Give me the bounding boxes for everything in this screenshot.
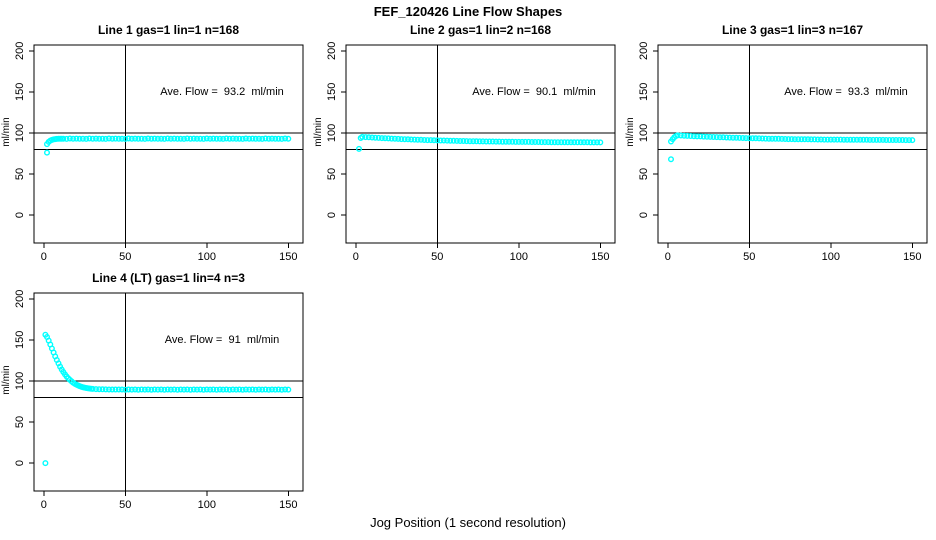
svg-text:50: 50	[638, 168, 650, 180]
y-axis-ticks: 0 50 100 150 200	[638, 42, 658, 218]
data-points	[356, 133, 604, 152]
svg-text:150: 150	[14, 331, 26, 349]
svg-text:100: 100	[822, 251, 840, 263]
y-axis-label: ml/min	[1, 117, 12, 147]
svg-text:50: 50	[119, 499, 131, 511]
ave-flow-annotation: Ave. Flow = 91 ml/min	[164, 334, 280, 346]
svg-text:200: 200	[326, 42, 338, 60]
svg-text:50: 50	[743, 251, 755, 263]
svg-text:200: 200	[638, 42, 650, 60]
svg-text:0: 0	[14, 212, 26, 218]
panel-line-1: 0 50 100 150 0 50 100 150 200 Line 1 gas=1 lin=1…	[0, 20, 312, 268]
y-axis-label: ml/min	[625, 117, 636, 147]
ave-flow-annotation: Ave. Flow = 93.2 ml/min	[160, 86, 284, 98]
svg-text:0: 0	[41, 499, 47, 511]
svg-text:0: 0	[41, 251, 47, 263]
svg-text:100: 100	[638, 124, 650, 142]
y-axis-label: ml/min	[313, 117, 324, 147]
plot-box	[657, 44, 928, 244]
svg-text:100: 100	[198, 499, 216, 511]
svg-text:0: 0	[326, 212, 338, 218]
panel-title: Line 4 (LT) gas=1 lin=4 n=3	[92, 271, 245, 285]
svg-text:150: 150	[903, 251, 921, 263]
x-axis-ticks: 0 50 100 150	[665, 243, 922, 263]
svg-text:200: 200	[14, 42, 26, 60]
panel-plot-line-2: 0 50 100 150 0 50 100 150 200	[326, 42, 616, 263]
panel-plot-line-1: 0 50 100 150 0 50 100 150 200	[14, 42, 304, 263]
reference-lines	[34, 45, 303, 243]
svg-text:50: 50	[326, 168, 338, 180]
svg-text:100: 100	[14, 372, 26, 390]
x-axis-ticks: 0 50 100 150	[353, 243, 610, 263]
ave-flow-annotation: Ave. Flow = 93.3 ml/min	[784, 86, 908, 98]
svg-text:150: 150	[326, 83, 338, 101]
svg-text:0: 0	[665, 251, 671, 263]
plot-box	[345, 44, 616, 244]
y-axis-ticks: 0 50 100 150 200	[14, 42, 34, 218]
svg-text:100: 100	[14, 124, 26, 142]
page-title: FEF_120426 Line Flow Shapes	[373, 4, 563, 19]
panel-title: Line 1 gas=1 lin=1 n=168	[97, 23, 240, 37]
svg-text:0: 0	[14, 460, 26, 466]
svg-text:50: 50	[14, 168, 26, 180]
panel-line-2: 0 50 100 150 0 50 100 150 200 Line 2 gas=1 lin=2…	[312, 20, 624, 268]
plot-box	[33, 292, 304, 492]
x-axis-label: Jog Position (1 second resolution)	[370, 515, 566, 530]
y-axis-ticks: 0 50 100 150 200	[14, 290, 34, 466]
plot-box	[33, 44, 304, 244]
data-points	[44, 135, 292, 156]
x-axis-ticks: 0 50 100 150	[41, 491, 298, 511]
svg-text:50: 50	[119, 251, 131, 263]
panel-plot-line-3: 0 50 100 150 0 50 100 150 200	[638, 42, 928, 263]
panel-line-4: 0 50 100 150 0 50 100 150 200 Line 4 (LT) gas=1 …	[0, 268, 312, 516]
svg-text:150: 150	[591, 251, 609, 263]
y-axis-label: ml/min	[1, 365, 12, 395]
ave-flow-annotation: Ave. Flow = 90.1 ml/min	[472, 86, 596, 98]
svg-text:200: 200	[14, 290, 26, 308]
svg-text:0: 0	[353, 251, 359, 263]
svg-text:150: 150	[638, 83, 650, 101]
x-axis-ticks: 0 50 100 150	[41, 243, 298, 263]
svg-text:50: 50	[14, 416, 26, 428]
svg-text:150: 150	[279, 499, 297, 511]
panel-title: Line 2 gas=1 lin=2 n=168	[409, 23, 552, 37]
svg-text:150: 150	[14, 83, 26, 101]
svg-text:100: 100	[510, 251, 528, 263]
y-axis-ticks: 0 50 100 150 200	[326, 42, 346, 218]
reference-lines	[346, 45, 615, 243]
data-points	[42, 331, 292, 467]
panel-title: Line 3 gas=1 lin=3 n=167	[721, 23, 864, 37]
svg-text:0: 0	[638, 212, 650, 218]
panel-plot-line-4: 0 50 100 150 0 50 100 150 200	[14, 290, 304, 511]
svg-text:100: 100	[326, 124, 338, 142]
data-points	[668, 132, 916, 163]
panel-line-3: 0 50 100 150 0 50 100 150 200 Line 3 gas=1 lin=3…	[624, 20, 936, 268]
svg-text:100: 100	[198, 251, 216, 263]
reference-lines	[658, 45, 927, 243]
svg-text:150: 150	[279, 251, 297, 263]
svg-text:50: 50	[431, 251, 443, 263]
